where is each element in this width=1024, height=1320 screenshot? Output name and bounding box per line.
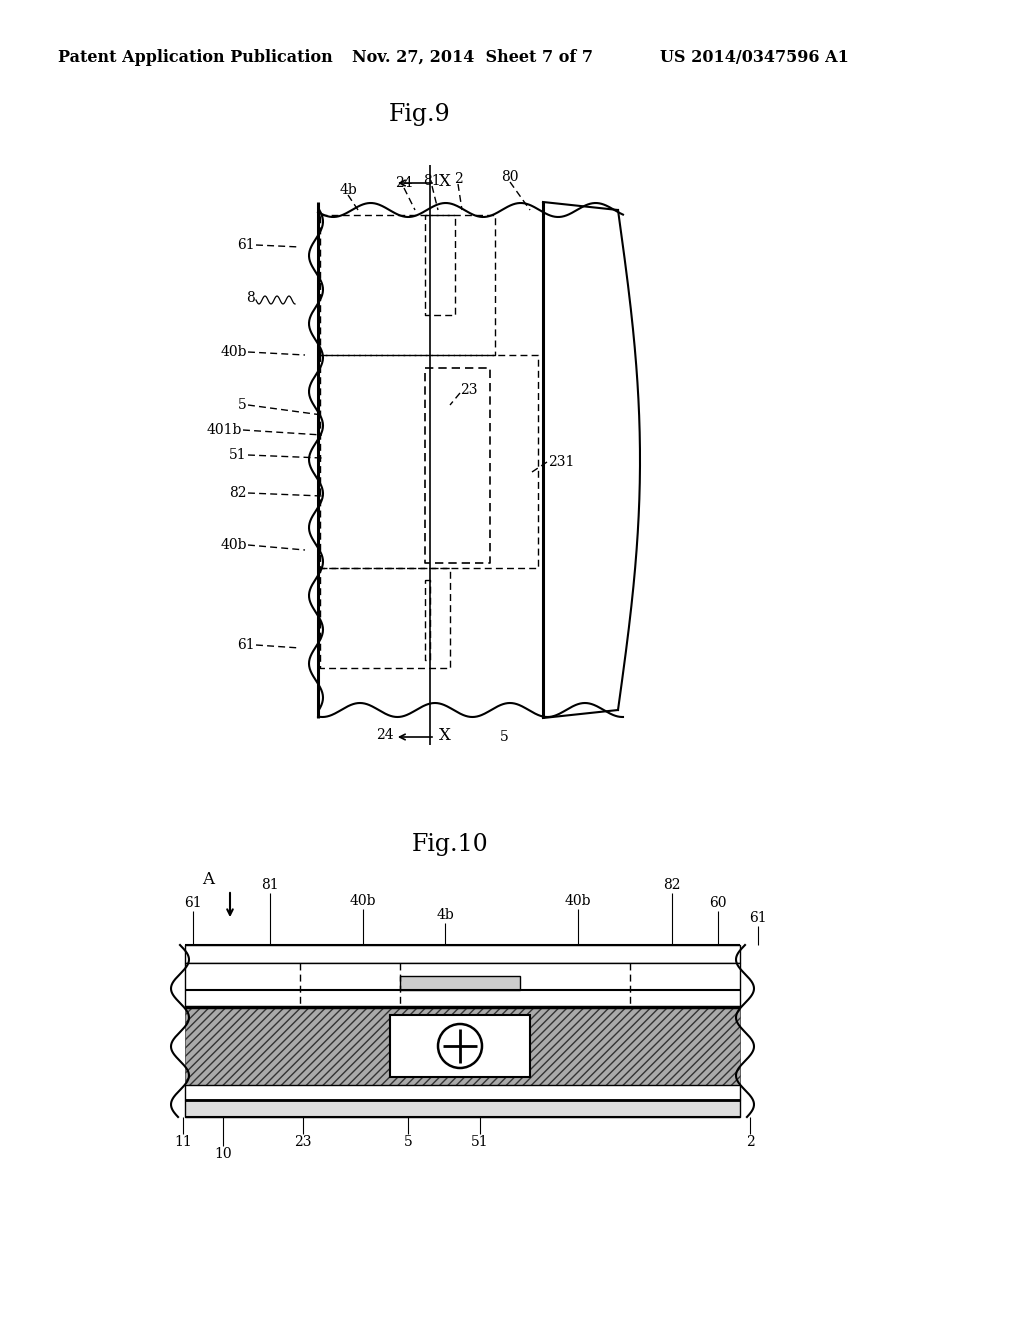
Text: 23: 23 <box>294 1135 311 1148</box>
Text: 24: 24 <box>395 176 413 190</box>
Text: 401b: 401b <box>207 422 242 437</box>
Text: 23: 23 <box>460 383 477 397</box>
Text: 82: 82 <box>664 878 681 892</box>
Text: 60: 60 <box>710 896 727 909</box>
Text: 51: 51 <box>229 447 247 462</box>
Text: 40b: 40b <box>350 894 376 908</box>
Text: 2: 2 <box>745 1135 755 1148</box>
Text: 5: 5 <box>239 399 247 412</box>
Text: 61: 61 <box>238 238 255 252</box>
Bar <box>390 1015 530 1077</box>
Text: 61: 61 <box>238 638 255 652</box>
Text: 5: 5 <box>500 730 509 744</box>
Text: 51: 51 <box>471 1135 488 1148</box>
Text: Patent Application Publication: Patent Application Publication <box>58 49 333 66</box>
Text: 40b: 40b <box>220 345 247 359</box>
Text: 81: 81 <box>261 878 279 892</box>
Text: 82: 82 <box>229 486 247 500</box>
Text: 80: 80 <box>502 170 519 183</box>
Text: 61: 61 <box>184 896 202 909</box>
Text: A: A <box>202 871 214 888</box>
Bar <box>185 964 740 1007</box>
Text: 2: 2 <box>454 172 463 186</box>
Bar <box>185 1085 740 1100</box>
Text: 40b: 40b <box>565 894 591 908</box>
Text: 40b: 40b <box>220 539 247 552</box>
Bar <box>185 1007 740 1085</box>
Text: 231: 231 <box>548 455 574 469</box>
Text: Fig.9: Fig.9 <box>389 103 451 127</box>
Bar <box>185 945 740 964</box>
Text: 8: 8 <box>246 290 255 305</box>
Text: 4b: 4b <box>339 183 357 197</box>
Text: 61: 61 <box>750 911 767 925</box>
Text: 4b: 4b <box>436 908 454 921</box>
Text: 11: 11 <box>174 1135 191 1148</box>
Text: US 2014/0347596 A1: US 2014/0347596 A1 <box>660 49 849 66</box>
Text: X: X <box>439 173 451 190</box>
Text: 10: 10 <box>214 1147 231 1162</box>
Text: Fig.10: Fig.10 <box>412 833 488 857</box>
Text: X: X <box>439 727 451 744</box>
Text: 24: 24 <box>376 729 394 742</box>
Bar <box>185 1100 740 1117</box>
Text: 5: 5 <box>403 1135 413 1148</box>
Text: 81: 81 <box>423 174 440 187</box>
Text: Nov. 27, 2014  Sheet 7 of 7: Nov. 27, 2014 Sheet 7 of 7 <box>352 49 593 66</box>
Bar <box>400 975 520 990</box>
